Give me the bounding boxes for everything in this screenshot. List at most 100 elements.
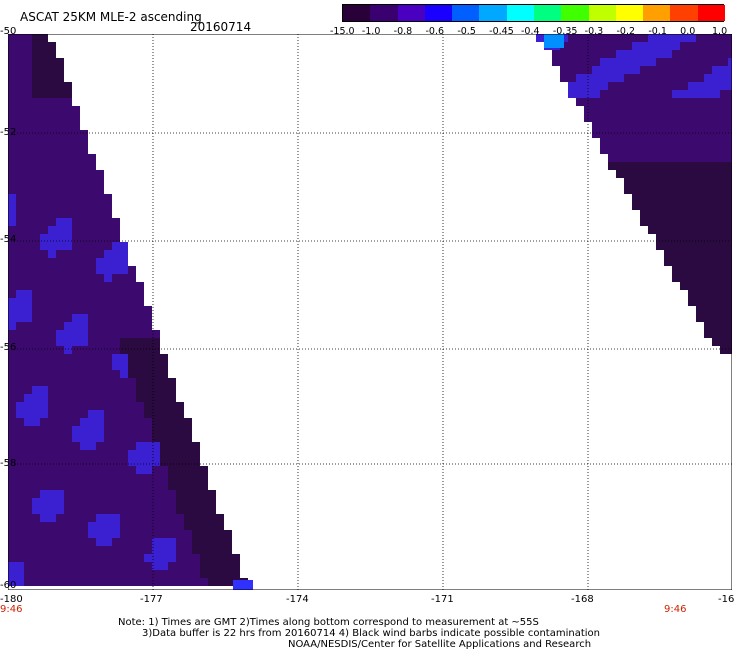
swath-cell <box>592 114 600 122</box>
swath-cell <box>64 450 72 458</box>
swath-cell <box>8 298 16 306</box>
swath-cell <box>592 106 600 114</box>
swath-cell <box>16 106 24 114</box>
swath-cell <box>656 170 664 178</box>
swath-cell <box>680 202 688 210</box>
swath-cell <box>16 250 24 258</box>
swath-cell <box>656 162 664 170</box>
colorbar-tick-label: -15.0 <box>330 26 355 37</box>
swath-cell <box>128 266 136 274</box>
swath-cell <box>144 466 152 474</box>
swath-cell <box>104 554 112 562</box>
swath-cell <box>720 74 728 82</box>
swath-cell <box>48 274 56 282</box>
swath-cell <box>144 306 152 314</box>
swath-cell <box>64 98 72 106</box>
swath-cell <box>112 490 120 498</box>
swath-cell <box>120 258 128 266</box>
swath-cell <box>224 538 232 546</box>
swath-cell <box>120 546 128 554</box>
swath-cell <box>144 322 152 330</box>
swath-cell <box>24 442 32 450</box>
swath-cell <box>48 106 56 114</box>
note-line-2: 3)Data buffer is 22 hrs from 20160714 4)… <box>142 628 600 639</box>
swath-cell <box>712 146 720 154</box>
swath-cell <box>672 146 680 154</box>
swath-cell <box>160 378 168 386</box>
swath-cell <box>80 554 88 562</box>
swath-cell <box>208 506 216 514</box>
swath-cell <box>16 258 24 266</box>
swath-cell <box>184 546 192 554</box>
swath-cell <box>144 394 152 402</box>
swath-cell <box>32 218 40 226</box>
swath-cell <box>56 74 64 82</box>
swath-cell <box>144 538 152 546</box>
swath-cell <box>24 138 32 146</box>
swath-cell <box>24 570 32 578</box>
swath-cell <box>728 106 732 114</box>
swath-cell <box>672 218 680 226</box>
swath-cell <box>664 170 672 178</box>
swath-cell <box>16 530 24 538</box>
swath-cell <box>104 266 112 274</box>
swath-cell <box>128 578 136 586</box>
swath-cell <box>48 290 56 298</box>
swath-cell <box>88 370 96 378</box>
swath-cell <box>80 322 88 330</box>
swath-cell <box>624 178 632 186</box>
swath-cell <box>96 506 104 514</box>
swath-cell <box>8 346 16 354</box>
swath-cell <box>696 154 704 162</box>
swath-cell <box>192 530 200 538</box>
swath-cell <box>104 466 112 474</box>
swath-cell <box>72 242 80 250</box>
map-plot <box>8 34 732 590</box>
swath-cell <box>8 394 16 402</box>
swath-cell <box>8 258 16 266</box>
swath-cell <box>24 82 32 90</box>
swath-cell <box>128 434 136 442</box>
swath-cell <box>688 250 696 258</box>
swath-cell <box>32 490 40 498</box>
swath-cell <box>144 378 152 386</box>
swath-cell <box>16 466 24 474</box>
swath-cell <box>696 146 704 154</box>
swath-cell <box>72 266 80 274</box>
swath-cell <box>632 170 640 178</box>
swath-cell <box>8 90 16 98</box>
swath-cell <box>696 98 704 106</box>
swath-cell <box>664 42 672 50</box>
swath-cell <box>16 266 24 274</box>
swath-cell <box>704 274 712 282</box>
swath-cell <box>608 138 616 146</box>
swath-cell <box>64 90 72 98</box>
swath-cell <box>704 226 712 234</box>
swath-cell <box>8 434 16 442</box>
swath-cell <box>16 154 24 162</box>
swath-cell <box>64 330 72 338</box>
swath-cell <box>120 418 128 426</box>
swath-cell <box>16 554 24 562</box>
swath-cell <box>120 266 128 274</box>
swath-cell <box>704 282 712 290</box>
swath-cell <box>120 434 128 442</box>
swath-cell <box>688 66 696 74</box>
swath-cell <box>160 418 168 426</box>
swath-cell <box>16 362 24 370</box>
swath-cell <box>64 170 72 178</box>
swath-cell <box>88 362 96 370</box>
swath-cell <box>128 282 136 290</box>
swath-cell <box>24 210 32 218</box>
swath-cell <box>8 370 16 378</box>
swath-cell <box>128 514 136 522</box>
swath-cell <box>720 90 728 98</box>
swath-cell <box>64 202 72 210</box>
swath-cell <box>96 178 104 186</box>
swath-cell <box>56 530 64 538</box>
swath-cell <box>233 580 253 590</box>
swath-cell <box>104 570 112 578</box>
swath-cell <box>104 450 112 458</box>
swath-cell <box>152 442 160 450</box>
swath-cell <box>24 354 32 362</box>
